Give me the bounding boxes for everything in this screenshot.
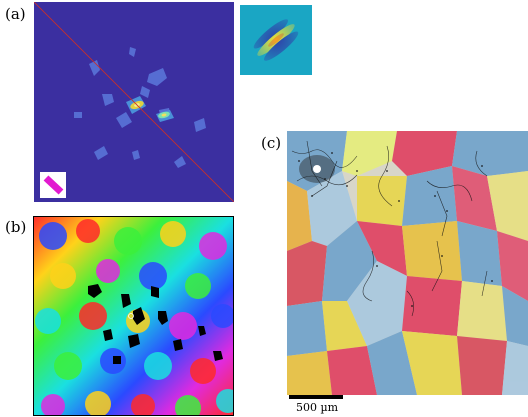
orientation-map xyxy=(33,216,234,416)
panel-label-b: (b) xyxy=(5,218,27,236)
scale-bar xyxy=(289,395,343,399)
panel-label-c: (c) xyxy=(261,134,282,152)
receptive-field-map xyxy=(34,2,234,202)
panel-label-a: (a) xyxy=(5,5,26,23)
scale-bar-label: 500 µm xyxy=(296,401,339,414)
experimental-orientation-map xyxy=(287,131,528,395)
gabor-filter-inset xyxy=(240,5,312,75)
